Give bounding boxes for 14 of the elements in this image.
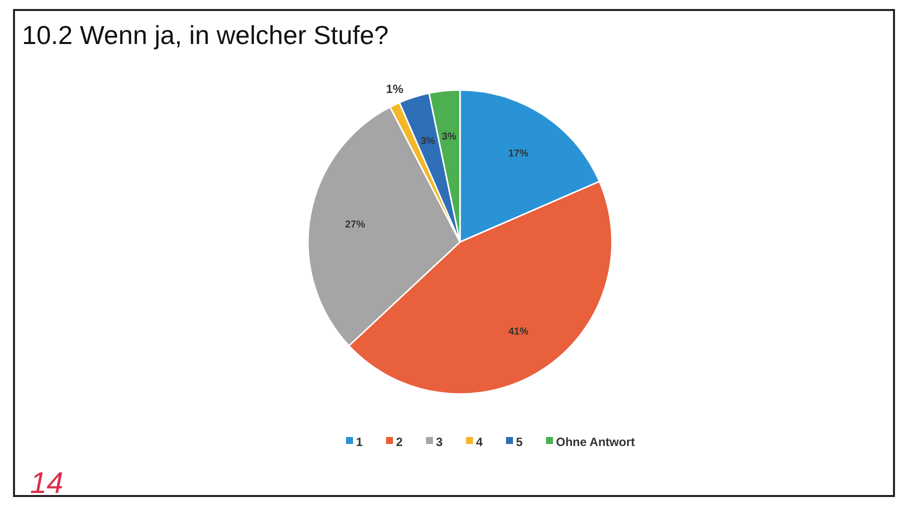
data-label: 17%	[508, 148, 528, 160]
legend-label: Ohne Antwort	[556, 435, 635, 450]
legend-label: 3	[436, 435, 443, 450]
legend-label: 4	[476, 435, 483, 450]
legend-label: 5	[516, 435, 523, 450]
data-label: 3%	[420, 136, 436, 148]
data-label: 41%	[508, 326, 528, 338]
data-label: 3%	[442, 132, 456, 143]
data-label: 1%	[386, 82, 404, 96]
text: 14	[30, 467, 64, 500]
data-label: 27%	[345, 219, 366, 230]
legend-label: 2	[396, 435, 403, 450]
legend-label: 1	[356, 435, 363, 450]
chart-title: 10.2 Wenn ja, in welcher Stufe?	[22, 20, 389, 50]
